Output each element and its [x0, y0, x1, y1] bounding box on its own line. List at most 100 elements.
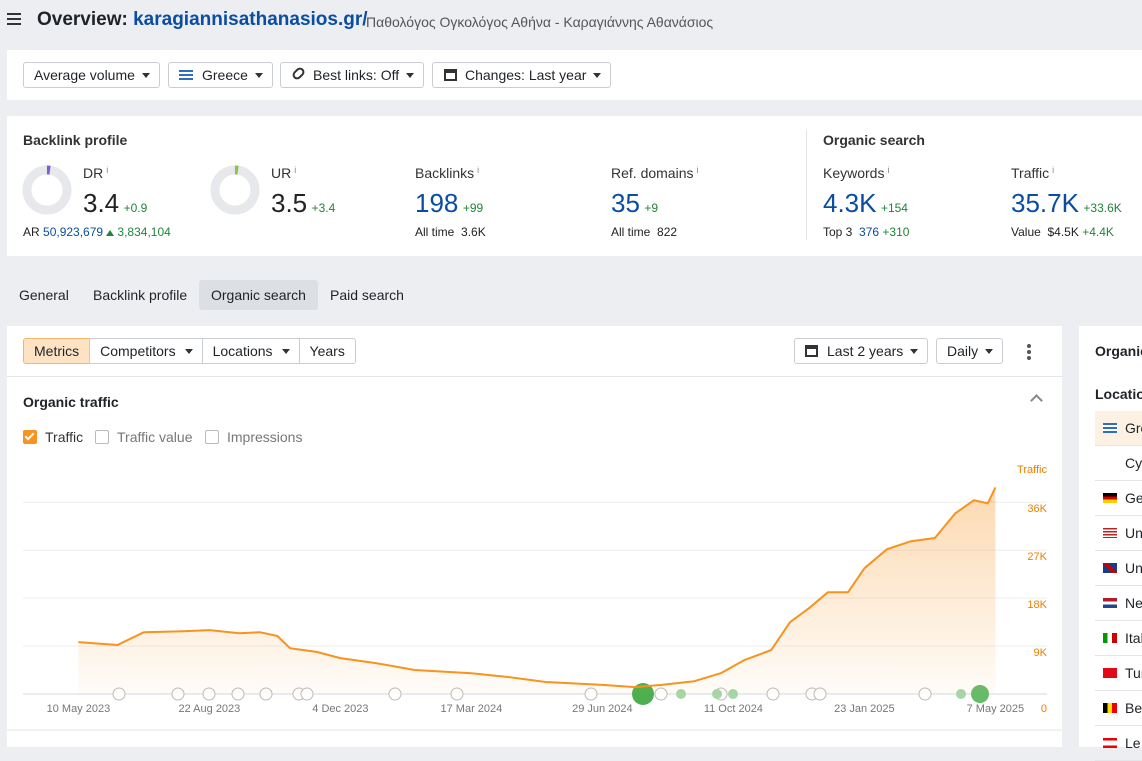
ur-label: UR i [271, 165, 296, 181]
label: UR [271, 165, 292, 181]
x-tick-label: 10 May 2023 [47, 703, 111, 715]
flag [1103, 633, 1117, 643]
location-row[interactable]: Gre [1095, 411, 1142, 446]
label: Traffic [1011, 165, 1050, 181]
refdomains-change: +9 [644, 201, 659, 215]
sub-change: +310 [882, 225, 910, 239]
dr-value-row: 3.4 +0.9 [83, 188, 147, 219]
filter-best-links[interactable]: Best links: Off [280, 62, 425, 88]
toggle-label[interactable]: Traffic value [117, 429, 193, 445]
location-row[interactable]: Un [1095, 516, 1142, 551]
filter-changes-label: Changes: Last year [465, 67, 587, 83]
dr-change: +0.9 [123, 201, 148, 215]
tab[interactable]: General [19, 287, 69, 303]
checkbox[interactable] [205, 430, 219, 444]
info[interactable]: i [106, 165, 109, 175]
mode-switch: Metrics Competitors Locations Years [23, 338, 356, 364]
x-tick-label: 22 Aug 2023 [179, 703, 241, 715]
tab[interactable]: Paid search [330, 287, 404, 303]
x-tick-label: 17 Mar 2024 [441, 703, 503, 715]
axis-label: Traffic [1017, 464, 1047, 476]
flag [1103, 458, 1117, 468]
location-row[interactable]: Ital [1095, 621, 1142, 656]
sub-value: 822 [657, 225, 678, 239]
divider [806, 130, 807, 240]
location-name: Ital [1125, 630, 1142, 646]
line [78, 486, 997, 689]
subtitle: Παθολόγος Ογκολόγος Αθήνα - Καραγιάννης … [366, 14, 714, 30]
menu-icon[interactable] [7, 13, 21, 25]
panel-title: Organic traffic [23, 394, 119, 410]
location-name: Le [1125, 735, 1141, 751]
flag [1103, 528, 1117, 538]
ur-value-row: 3.5 +3.4 [271, 188, 335, 219]
y-tick-label: 0 [1041, 703, 1047, 715]
flag [1103, 668, 1117, 678]
backlinks-value[interactable]: 198 [415, 188, 459, 218]
legend-traffic[interactable]: Traffic [45, 429, 84, 445]
location-row[interactable]: Cy [1095, 446, 1142, 481]
info[interactable]: i [1052, 165, 1055, 175]
ar-row: AR 50,923,679 3,834,104 [23, 225, 171, 239]
location-row[interactable]: Un [1095, 551, 1142, 586]
stats-panel [7, 116, 1142, 256]
title: Overview: [37, 9, 128, 30]
tab-active[interactable]: Organic search [199, 280, 318, 310]
filter-country[interactable]: Greece [168, 62, 273, 88]
location-name: Un [1125, 525, 1142, 541]
y-tick-label: 36K [1027, 503, 1047, 515]
toggle-label[interactable]: Impressions [227, 429, 303, 445]
flag [1103, 493, 1117, 503]
ar-change-value: 3,834,104 [117, 225, 171, 239]
location-row[interactable]: Ne [1095, 586, 1142, 621]
label: Keywords [823, 165, 885, 181]
range-label: Last 2 years [827, 343, 904, 359]
tab[interactable]: Backlink profile [93, 287, 188, 303]
info[interactable]: i [294, 165, 297, 175]
label: DR [83, 165, 104, 181]
dr-donut [22, 165, 72, 215]
range-select[interactable]: Last 2 years [794, 338, 929, 364]
keywords-row: 4.3K +154 [823, 188, 908, 219]
filter-changes[interactable]: Changes: Last year [432, 62, 612, 88]
chart: Traffic 0 9K 18K 27K 36K 10 May 2023 22 Aug 20… [7, 464, 1062, 731]
keywords-value[interactable]: 4.3K [823, 188, 877, 218]
keywords-sub: Top 3 376 +310 [823, 225, 909, 239]
checkbox[interactable] [95, 430, 109, 444]
dr-value: 3.4 [83, 188, 120, 218]
location-name: Cy [1125, 455, 1142, 471]
refdomains-sub: All time 822 [611, 225, 677, 239]
info[interactable]: i [696, 165, 699, 175]
sub-value: $4.5K [1047, 225, 1079, 239]
location-row[interactable]: Be [1095, 691, 1142, 726]
y-tick-label: 18K [1027, 599, 1047, 611]
info[interactable]: i [887, 165, 890, 175]
ar-label: AR [23, 225, 40, 239]
mode[interactable]: Metrics [23, 338, 91, 364]
flag [1103, 703, 1117, 713]
sub-value: 3.6K [461, 225, 486, 239]
info[interactable]: i [477, 165, 480, 175]
ar-change: 3,834,104 [106, 225, 171, 239]
refdomains-value[interactable]: 35 [611, 188, 640, 218]
traffic-row: 35.7K +33.6K [1011, 188, 1122, 219]
side-subtitle: Locatio [1095, 386, 1142, 402]
interval-select[interactable]: Daily [936, 338, 1004, 364]
location-name: Un [1125, 560, 1142, 576]
section-title: Backlink profile [23, 132, 128, 148]
more-icon[interactable] [1027, 344, 1031, 360]
mode[interactable]: Years [298, 338, 356, 364]
side-title: Organic [1095, 343, 1142, 359]
location-row[interactable]: Tur [1095, 656, 1142, 691]
domain[interactable]: karagiannisathanasios.gr/ [133, 9, 368, 30]
label: Backlinks [415, 165, 475, 181]
location-row[interactable]: Le [1095, 726, 1142, 761]
checkbox-checked[interactable] [23, 430, 37, 444]
up-arrow [106, 230, 115, 236]
location-name: Be [1125, 700, 1142, 716]
filter-volume[interactable]: Average volume [23, 62, 160, 88]
location-row[interactable]: Ge [1095, 481, 1142, 516]
traffic-value[interactable]: 35.7K [1011, 188, 1079, 218]
keywords-change: +154 [880, 201, 908, 215]
